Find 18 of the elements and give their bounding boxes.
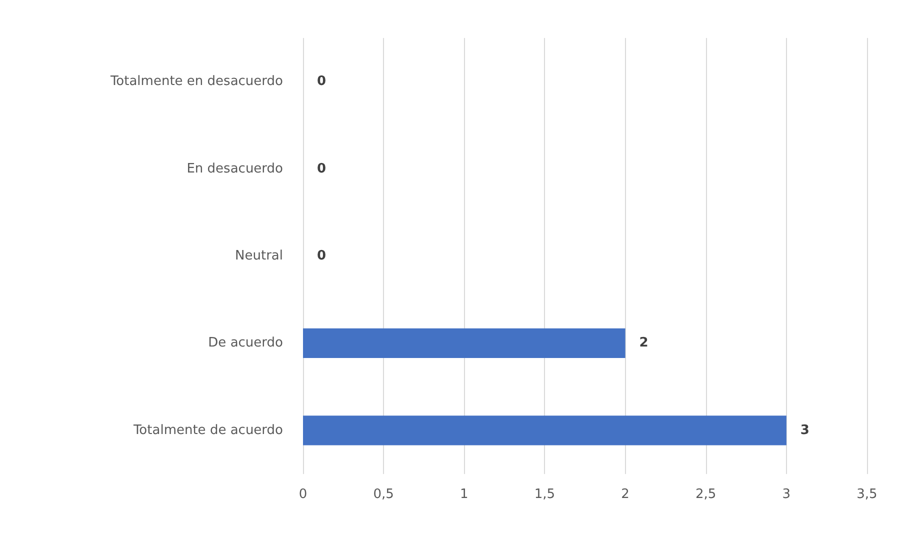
- y-tick-label: De acuerdo: [208, 336, 284, 351]
- y-tick-label: Totalmente de acuerdo: [132, 422, 284, 438]
- data-label: 2: [639, 336, 648, 351]
- data-label: 0: [317, 248, 326, 264]
- x-tick-label: 3: [782, 487, 791, 502]
- y-tick-label: Neutral: [235, 248, 283, 264]
- x-tick-label: 1: [460, 487, 468, 502]
- x-tick-label: 0,5: [373, 487, 394, 502]
- data-label: 3: [800, 422, 810, 438]
- x-tick-label: 1,5: [534, 487, 556, 502]
- x-tick-label: 3,5: [856, 487, 878, 502]
- data-label: 0: [317, 161, 326, 176]
- y-tick-label: En desacuerdo: [186, 161, 284, 176]
- x-tick-label: 0: [298, 487, 308, 502]
- x-tick-label: 2,5: [696, 487, 716, 502]
- data-label: 0: [317, 74, 326, 90]
- y-tick-label: Totalmente en desacuerdo: [109, 74, 284, 90]
- x-tick-label: 2: [621, 487, 630, 502]
